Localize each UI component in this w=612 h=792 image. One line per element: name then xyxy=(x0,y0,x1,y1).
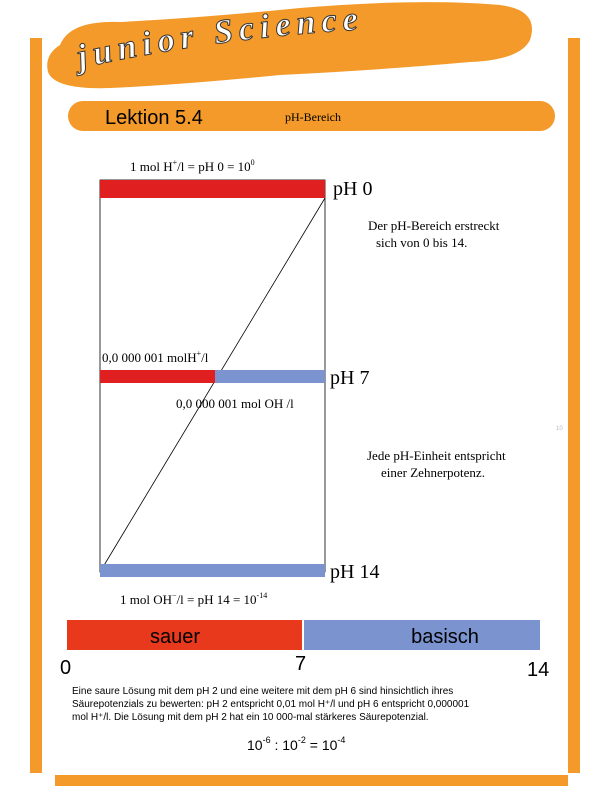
paragraph-line: Eine saure Lösung mit dem pH 2 und eine … xyxy=(72,686,453,697)
paragraph-line: Säurepotenzials zu bewerten: pH 2 entspr… xyxy=(72,699,470,710)
left-bar xyxy=(30,38,42,773)
paragraph-line: mol H⁺/l. Die Lösung mit dem pH 2 hat ei… xyxy=(72,712,429,723)
logo-blob xyxy=(47,2,532,89)
scale-tick: 14 xyxy=(527,659,549,681)
top-label: 1 mol H+/l = pH 0 = 100 xyxy=(130,158,255,174)
text: /l xyxy=(201,350,209,365)
ph14-bar xyxy=(100,564,325,577)
lesson-bar xyxy=(68,101,555,131)
text: = 10 xyxy=(306,737,338,753)
text: 10 xyxy=(247,737,263,753)
sup: + xyxy=(197,349,202,358)
scale-tick: 0 xyxy=(60,657,71,679)
mid-label-base: 0,0 000 001 mol OH /l xyxy=(176,396,294,411)
text: /l = pH 0 = 10 xyxy=(177,159,251,174)
base-bar xyxy=(304,620,540,650)
ph-label: pH 0 xyxy=(333,178,372,200)
page-number: 10 xyxy=(556,426,563,432)
ph-label: pH 7 xyxy=(330,367,369,389)
right-bar xyxy=(568,38,580,773)
ph7-acid-bar xyxy=(100,370,215,383)
diagonal xyxy=(99,197,326,573)
bottom-bar xyxy=(55,775,568,786)
text: 0,0 000 001 molH xyxy=(102,350,197,365)
bottom-label: 1 mol OH−/l = pH 14 = 10-14 xyxy=(120,591,267,607)
sup: -4 xyxy=(337,735,345,745)
base-label: basisch xyxy=(411,626,479,648)
scale-tick: 7 xyxy=(295,653,306,675)
note: sich von 0 bis 14. xyxy=(376,235,467,250)
topic: pH-Bereich xyxy=(285,110,341,124)
note: einer Zehnerpotenz. xyxy=(381,465,485,480)
mid-label-acid: 0,0 000 001 molH+/l xyxy=(102,349,209,365)
sup: -6 xyxy=(263,735,271,745)
note: Der pH-Bereich erstreckt xyxy=(368,218,500,233)
text: 1 mol H xyxy=(130,159,173,174)
ph0-bar xyxy=(100,180,325,198)
ph-label: pH 14 xyxy=(330,561,379,583)
text: /l = pH 14 = 10 xyxy=(177,592,257,607)
sup: 0 xyxy=(251,158,255,167)
text: : 10 xyxy=(271,737,298,753)
lesson: Lektion 5.4 xyxy=(105,107,203,129)
note: Jede pH-Einheit entspricht xyxy=(367,448,506,463)
ph7-base-bar xyxy=(215,370,325,383)
sup: -14 xyxy=(257,591,268,600)
sup: + xyxy=(173,158,178,167)
text: 1 mol OH xyxy=(120,592,172,607)
sup: -2 xyxy=(298,735,306,745)
formula: 10-6 : 10-2 = 10-4 xyxy=(247,735,345,753)
sup: − xyxy=(172,591,177,600)
acid-bar xyxy=(67,620,302,650)
acid-label: sauer xyxy=(150,626,200,648)
